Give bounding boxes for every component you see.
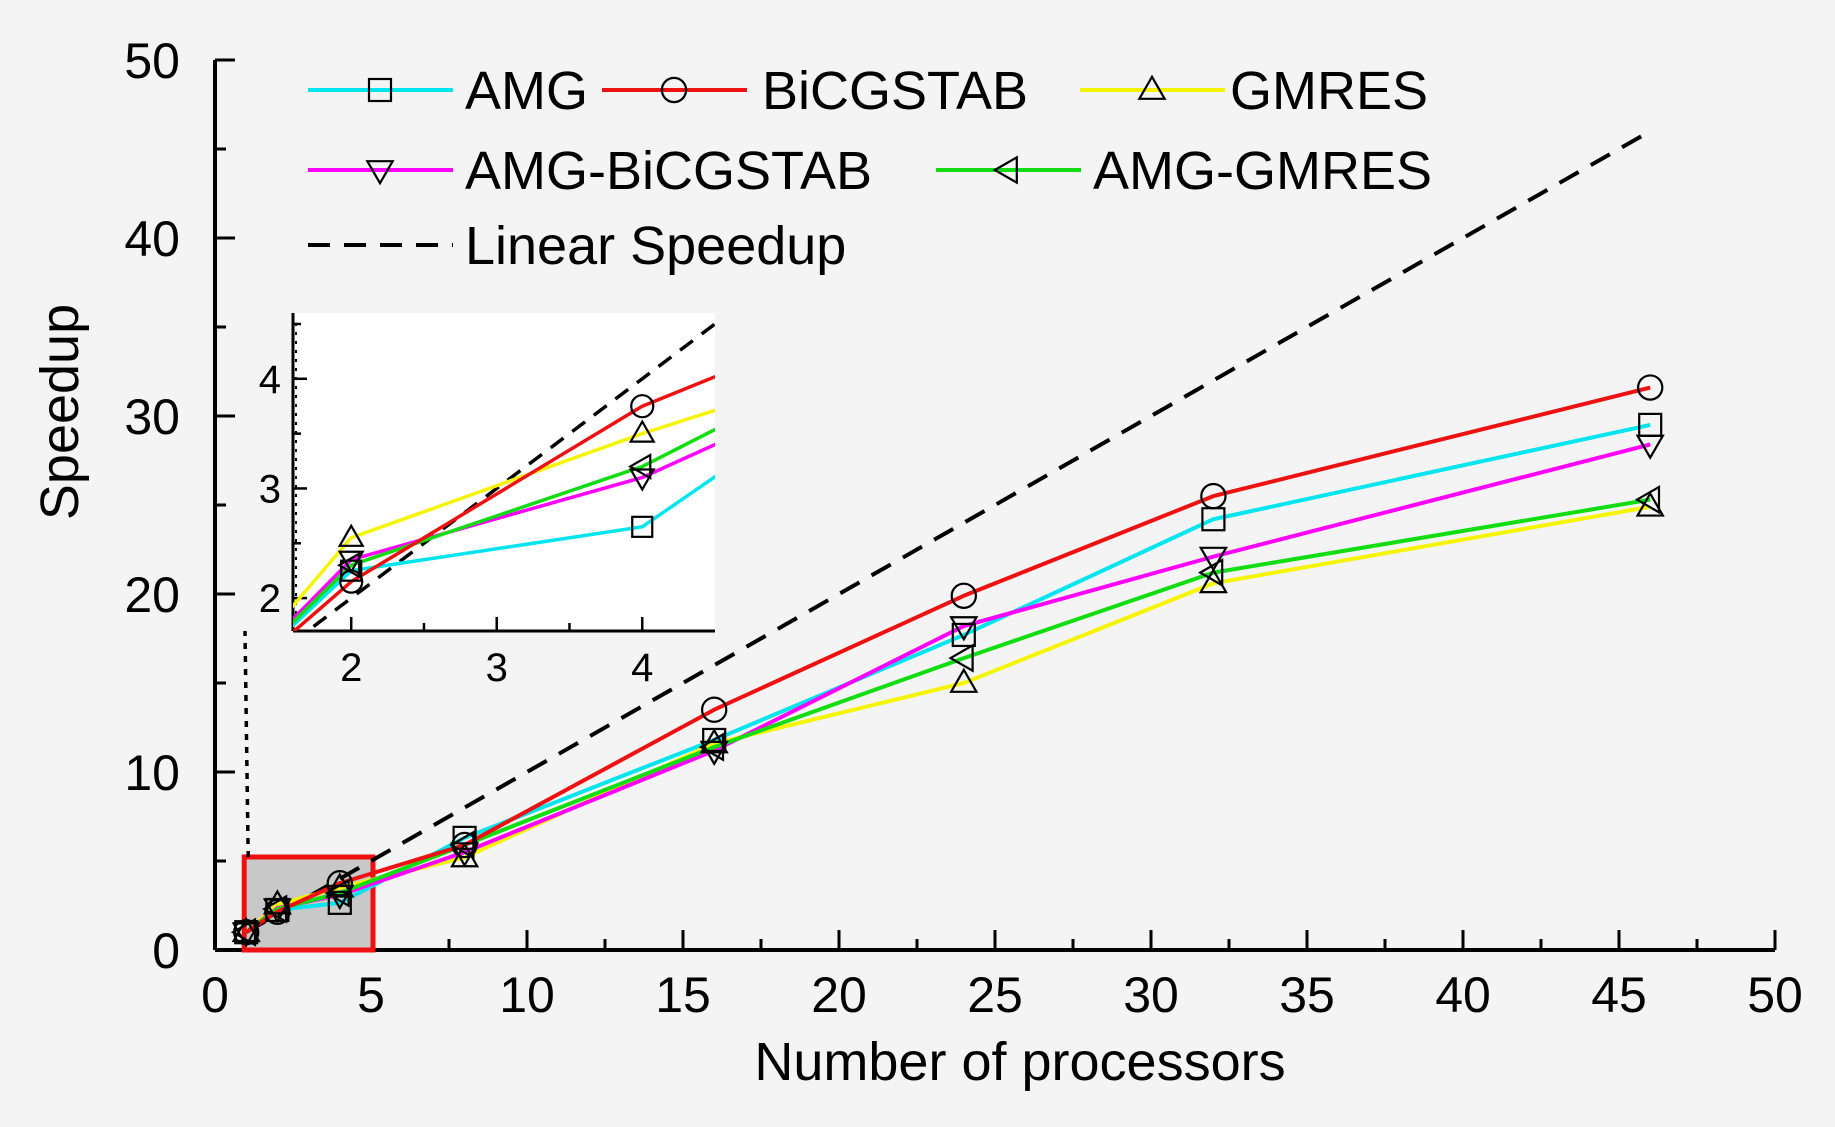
legend-label-amg: AMG xyxy=(465,61,588,121)
inset-data-point-amg-gmres xyxy=(628,453,652,480)
inset-x-tick-label: 2 xyxy=(340,646,362,690)
y-tick-label: 0 xyxy=(152,923,180,979)
data-point-amg-bicgstab xyxy=(450,842,480,868)
legend-label-linear-speedup: Linear Speedup xyxy=(465,216,846,276)
inset-y-tick-label: 3 xyxy=(259,467,281,511)
y-tick-label: 20 xyxy=(124,567,180,623)
data-point-amg-gmres xyxy=(449,830,475,860)
data-point-amg xyxy=(951,622,976,648)
legend-label-bicgstab: BiCGSTAB xyxy=(762,61,1028,121)
data-point-amg-gmres xyxy=(1197,558,1224,588)
inset-y-tick-label: 2 xyxy=(259,577,281,621)
legend-marker-gmres xyxy=(1137,74,1167,100)
x-tick-label: 5 xyxy=(357,967,385,1023)
inset-y-tick-label: 4 xyxy=(259,358,281,402)
data-point-amg-gmres xyxy=(230,917,257,947)
inset-series-line-gmres xyxy=(293,408,715,609)
x-tick-label: 25 xyxy=(967,967,1023,1023)
legend-marker-amg-bicgstab xyxy=(365,160,395,186)
inset-data-point-gmres xyxy=(628,419,656,443)
x-tick-label: 45 xyxy=(1591,967,1647,1023)
data-point-amg-bicgstab xyxy=(1198,546,1228,573)
x-tick-label: 40 xyxy=(1435,967,1491,1023)
data-point-amg-gmres xyxy=(698,732,725,762)
inset-data-point-amg xyxy=(340,559,363,582)
data-point-amg-bicgstab xyxy=(699,740,729,767)
x-tick-label: 20 xyxy=(811,967,867,1023)
data-point-amg-bicgstab xyxy=(262,898,292,924)
data-point-bicgstab xyxy=(701,696,728,723)
main-tick-labels: 0 5 10 15 20 25 30 35 40 45 50 0 10 20 30 40 50 xyxy=(124,33,1802,1023)
data-point-amg-gmres xyxy=(1634,485,1661,515)
inset-x-tick-label: 4 xyxy=(631,646,653,690)
inset-series-line-bicgstab xyxy=(293,374,715,631)
x-tick-label: 50 xyxy=(1747,967,1803,1023)
y-tick-label: 10 xyxy=(124,745,180,801)
x-tick-label: 0 xyxy=(201,967,229,1023)
data-point-bicgstab xyxy=(326,870,353,897)
data-point-bicgstab xyxy=(1636,374,1664,401)
y-axis-title: Speedup xyxy=(30,304,90,520)
inset-series-line-amg-bicgstab xyxy=(293,442,715,622)
inset-data-point-bicgstab xyxy=(630,394,655,419)
y-tick-label: 40 xyxy=(124,211,180,267)
inset-tick-labels: 2 3 4 2 3 4 xyxy=(259,358,654,690)
legend-label-gmres: GMRES xyxy=(1230,61,1428,121)
data-point-gmres xyxy=(262,889,292,915)
legend-marker-amg-gmres xyxy=(992,155,1018,185)
x-tick-label: 15 xyxy=(655,967,711,1023)
data-point-bicgstab xyxy=(1200,482,1227,510)
linear-speedup-line xyxy=(245,129,1652,934)
legend-label-amg-bicgstab: AMG-BiCGSTAB xyxy=(465,141,872,201)
legend: AMG BiCGSTAB GMRES AMG-BiCGSTAB AMG-GMRES Lin… xyxy=(308,61,1432,276)
legend-label-amg-gmres: AMG-GMRES xyxy=(1093,141,1432,201)
data-point-bicgstab xyxy=(950,582,978,609)
zoom-connector-line xyxy=(243,630,250,858)
inset-ticks xyxy=(293,322,644,631)
inset-background xyxy=(293,313,715,631)
x-tick-label: 30 xyxy=(1123,967,1179,1023)
data-point-gmres xyxy=(1198,567,1228,594)
y-tick-label: 50 xyxy=(124,33,180,89)
inset-plot-area xyxy=(293,321,715,631)
inset-data-point-amg-gmres xyxy=(337,551,361,579)
data-point-amg-bicgstab xyxy=(1635,434,1665,460)
x-tick-label: 10 xyxy=(499,967,555,1023)
data-point-amg-gmres xyxy=(324,878,350,908)
data-point-gmres xyxy=(949,667,979,693)
inset-markers xyxy=(337,394,656,594)
x-axis-title: Number of processors xyxy=(754,1032,1285,1092)
inset-series-line-amg-gmres xyxy=(293,427,715,625)
data-point-amg-bicgstab xyxy=(949,616,979,642)
data-point-amg xyxy=(327,890,352,915)
inset-series-line-amg xyxy=(293,474,715,628)
inset-data-point-amg xyxy=(631,515,654,538)
data-point-amg-gmres xyxy=(261,894,288,924)
inset-data-point-gmres xyxy=(337,523,365,547)
x-tick-label: 35 xyxy=(1279,967,1335,1023)
inset-x-tick-label: 3 xyxy=(486,646,508,690)
inset-plot: 2 3 4 2 3 4 xyxy=(259,313,715,690)
legend-marker-bicgstab xyxy=(660,76,688,104)
inset-data-point-amg-bicgstab xyxy=(628,468,656,492)
zoom-connectors xyxy=(243,630,250,858)
main-markers xyxy=(230,374,1665,948)
data-point-amg-gmres xyxy=(948,643,974,673)
y-tick-label: 30 xyxy=(124,389,180,445)
legend-marker-amg xyxy=(367,77,393,103)
